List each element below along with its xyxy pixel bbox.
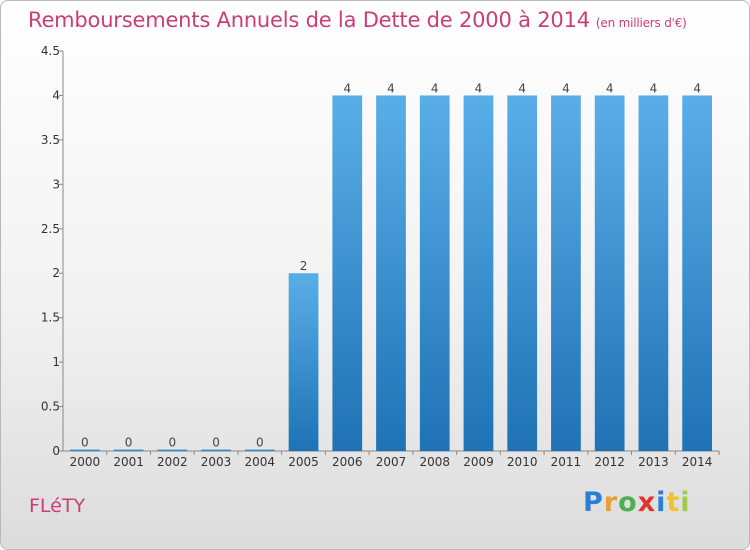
data-label-2012: 4: [606, 81, 614, 95]
y-axis: 0 0.5 1 1.5 2 2.5 3 3.5 4 4.5: [41, 44, 64, 458]
bar-2009: [463, 95, 494, 451]
chart-title: Remboursements Annuels de la Dette de 20…: [28, 8, 687, 32]
data-labels: 0 0 0 0 0 2 4 4 4 4 4 4 4 4 4: [81, 81, 701, 449]
data-label-2000: 0: [81, 436, 89, 450]
data-label-2009: 4: [475, 81, 483, 95]
bar-2010: [507, 95, 538, 451]
logo-letter: P: [583, 487, 604, 518]
bars: [69, 95, 713, 451]
x-tick-label: 2003: [201, 455, 232, 469]
data-label-2008: 4: [431, 81, 439, 95]
logo-letter: r: [603, 487, 619, 518]
bar-2002: [157, 449, 188, 451]
data-label-2011: 4: [562, 81, 570, 95]
data-label-2014: 4: [693, 81, 701, 95]
x-tick-label: 2007: [376, 455, 407, 469]
y-tick-label: 3: [52, 177, 60, 191]
bar-2004: [244, 449, 275, 451]
bar-2014: [682, 95, 713, 451]
chart-unit: (en milliers d'€): [595, 16, 687, 30]
data-label-2003: 0: [212, 436, 220, 450]
x-tick-label: 2012: [594, 455, 625, 469]
y-tick-label: 4: [52, 88, 60, 102]
bar-2011: [551, 95, 581, 451]
x-tick-label: 2011: [551, 455, 582, 469]
x-axis: 2000 2001 2002 2003 2004 2005 2006 2007 2008 2009…: [63, 450, 720, 469]
data-label-2007: 4: [387, 81, 395, 95]
x-tick-label: 2014: [682, 455, 713, 469]
x-tick-label: 2008: [419, 455, 450, 469]
logo-letter: i: [656, 487, 667, 518]
bar-2006: [332, 95, 363, 451]
y-tick-label: 3.5: [41, 133, 60, 147]
data-label-2005: 2: [300, 259, 308, 273]
x-tick-label: 2001: [113, 455, 144, 469]
x-tick-label: 2010: [507, 455, 538, 469]
x-tick-label: 2002: [157, 455, 188, 469]
x-tick-label: 2005: [288, 455, 319, 469]
x-tick-label: 2004: [245, 455, 276, 469]
y-tick-label: 0.5: [41, 400, 60, 414]
bar-2012: [594, 95, 625, 451]
y-tick-label: 0: [52, 444, 60, 458]
logo-letter: x: [637, 487, 657, 518]
logo-letter: i: [680, 487, 691, 518]
commune-name: FLéTY: [29, 495, 86, 517]
x-tick-label: 2006: [332, 455, 363, 469]
data-label-2013: 4: [650, 81, 658, 95]
data-label-2006: 4: [343, 81, 351, 95]
chart-title-text: Remboursements Annuels de la Dette de 20…: [28, 8, 590, 32]
x-tick-label: 2000: [70, 455, 101, 469]
y-tick-label: 1: [52, 355, 60, 369]
bar-2001: [113, 449, 144, 451]
x-tick-label: 2013: [638, 455, 669, 469]
bar-2005: [288, 273, 319, 451]
bar-2003: [201, 449, 231, 451]
data-label-2002: 0: [169, 436, 177, 450]
y-tick-label: 1.5: [41, 311, 60, 325]
y-tick-label: 2.5: [41, 222, 60, 236]
data-label-2004: 0: [256, 436, 264, 450]
bar-2013: [638, 95, 669, 451]
bar-2000: [69, 449, 100, 451]
logo-letter: o: [618, 487, 638, 518]
bar-2007: [376, 95, 406, 451]
data-label-2010: 4: [518, 81, 526, 95]
x-tick-label: 2009: [463, 455, 494, 469]
data-label-2001: 0: [125, 436, 133, 450]
bar-2008: [419, 95, 450, 451]
y-tick-label: 4.5: [41, 44, 60, 58]
logo-letter: t: [666, 487, 681, 518]
proxiti-logo[interactable]: Proxiti: [583, 487, 691, 518]
y-tick-label: 2: [52, 266, 60, 280]
